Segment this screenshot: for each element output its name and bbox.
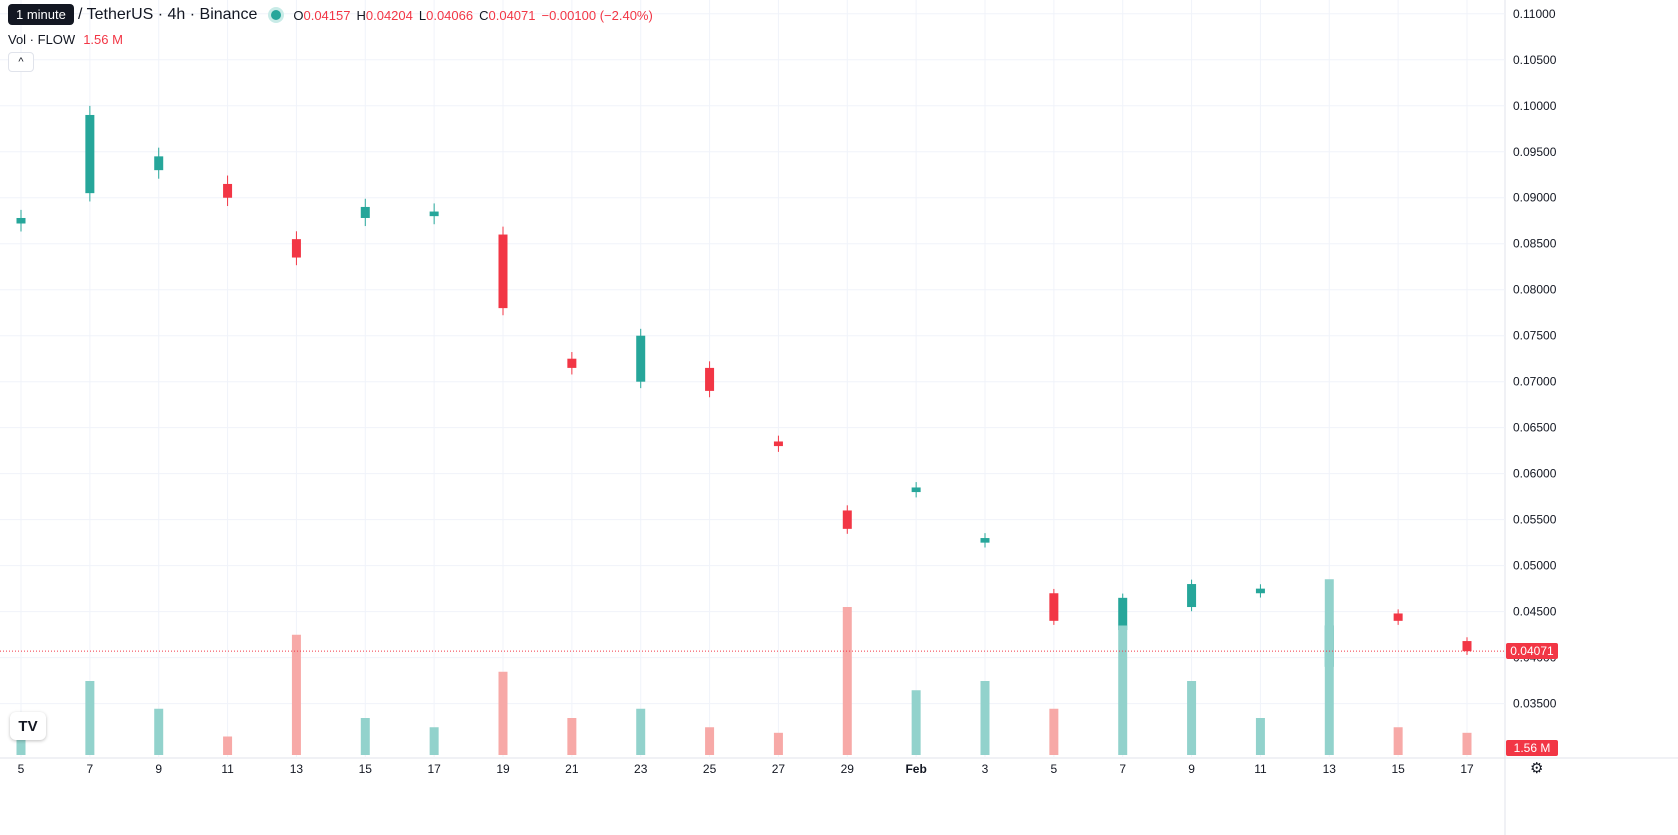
volume-bar xyxy=(85,681,95,755)
x-tick-label: 17 xyxy=(1460,762,1474,776)
candle-body xyxy=(980,538,990,543)
volume-bar xyxy=(223,736,233,755)
volume-bar xyxy=(773,732,783,755)
x-tick-label: 13 xyxy=(290,762,304,776)
y-tick-label: 0.08500 xyxy=(1513,237,1557,251)
volume-bar xyxy=(429,727,439,755)
candle-body xyxy=(498,234,508,309)
last-volume-tag: 1.56 M xyxy=(1506,740,1558,756)
candle-body xyxy=(1255,588,1265,594)
last-price-tag: 0.04071 xyxy=(1506,643,1558,660)
tradingview-logo[interactable]: TV xyxy=(10,712,46,740)
y-tick-label: 0.07000 xyxy=(1513,375,1557,389)
x-tick-label: 19 xyxy=(496,762,510,776)
volume-bar xyxy=(1049,708,1059,755)
candle-body xyxy=(291,239,301,258)
candle-body xyxy=(567,358,577,368)
interval-tooltip: 1 minute xyxy=(8,4,74,25)
x-tick-label: 9 xyxy=(155,762,162,776)
collapse-legend-button[interactable]: ^ xyxy=(8,52,34,72)
x-tick-label: 9 xyxy=(1188,762,1195,776)
volume-bar xyxy=(1393,727,1403,755)
y-tick-label: 0.10000 xyxy=(1513,99,1557,113)
volume-bar xyxy=(911,690,921,755)
symbol-label[interactable]: / TetherUS · 4h · Binance xyxy=(78,6,258,23)
x-tick-label: 29 xyxy=(841,762,855,776)
y-tick-label: 0.05500 xyxy=(1513,513,1557,527)
candle-body xyxy=(154,156,164,171)
market-status-icon xyxy=(271,10,282,20)
x-tick-label: 11 xyxy=(1254,762,1267,776)
x-tick-label: 17 xyxy=(427,762,441,776)
volume-bar xyxy=(291,634,301,755)
ohlc-high: H0.04204 xyxy=(356,7,413,23)
candle-body xyxy=(429,211,439,217)
y-tick-label: 0.10500 xyxy=(1513,53,1557,67)
candle-body xyxy=(705,367,715,391)
x-tick-label: 15 xyxy=(359,762,373,776)
candle-body xyxy=(773,441,783,447)
candle-body xyxy=(16,217,26,224)
y-tick-label: 0.07500 xyxy=(1513,329,1557,343)
volume-bar xyxy=(1118,625,1128,755)
legend-row-main: / TetherUS · 4h · Binance O0.04157 H0.04… xyxy=(8,6,659,24)
candle-body xyxy=(842,510,852,529)
x-tick-label: 13 xyxy=(1323,762,1337,776)
y-tick-label: 0.04500 xyxy=(1513,605,1557,619)
candle-body xyxy=(1049,593,1059,621)
ohlc-close: C0.04071 xyxy=(479,7,536,23)
candle-body xyxy=(1393,613,1403,621)
volume-value: 1.56 M xyxy=(83,32,123,47)
x-tick-label: 5 xyxy=(1051,762,1058,776)
ohlc-low: L0.04066 xyxy=(418,7,474,23)
volume-bar xyxy=(1462,732,1472,755)
x-tick-label: 5 xyxy=(18,762,25,776)
volume-bar xyxy=(498,671,508,755)
y-tick-label: 0.06000 xyxy=(1513,467,1557,481)
y-tick-label: 0.06500 xyxy=(1513,421,1557,435)
candle-body xyxy=(911,487,921,493)
x-tick-label: 27 xyxy=(772,762,786,776)
candle-body xyxy=(636,335,646,382)
y-tick-label: 0.03500 xyxy=(1513,697,1557,711)
gear-icon[interactable]: ⚙ xyxy=(1530,760,1544,777)
x-tick-label: 21 xyxy=(565,762,579,776)
y-tick-label: 0.11000 xyxy=(1513,7,1556,21)
y-tick-label: 0.09000 xyxy=(1513,191,1557,205)
x-tick-label: Feb xyxy=(905,762,926,776)
volume-label[interactable]: Vol · FLOW xyxy=(8,32,76,47)
volume-bar xyxy=(636,708,646,755)
x-tick-label: 7 xyxy=(87,762,94,776)
volume-bar xyxy=(980,681,990,755)
y-tick-label: 0.08000 xyxy=(1513,283,1557,297)
candle-body xyxy=(1462,641,1472,652)
volume-bar xyxy=(842,607,852,755)
candle-body xyxy=(223,183,233,198)
volume-bar xyxy=(16,727,26,755)
volume-bar xyxy=(567,718,577,755)
x-tick-label: 11 xyxy=(221,762,234,776)
chevron-up-icon: ^ xyxy=(18,56,24,68)
volume-bar xyxy=(705,727,715,755)
volume-bar xyxy=(1255,718,1265,755)
y-tick-label: 0.09500 xyxy=(1513,145,1557,159)
volume-bar xyxy=(1187,681,1197,755)
x-tick-label: 15 xyxy=(1391,762,1405,776)
candle-body xyxy=(360,206,370,218)
y-tick-label: 0.05000 xyxy=(1513,559,1557,573)
x-tick-label: 23 xyxy=(634,762,648,776)
candle-body xyxy=(1187,584,1197,608)
volume-bar xyxy=(360,718,370,755)
x-tick-label: 7 xyxy=(1119,762,1126,776)
candle-body xyxy=(85,114,95,194)
volume-bar xyxy=(1324,579,1334,755)
volume-bar xyxy=(154,708,164,755)
ohlc-open: O0.04157 xyxy=(293,7,351,23)
ohlc-change: −0.00100 (−2.40%) xyxy=(541,7,653,23)
candle-body xyxy=(1118,597,1128,631)
x-tick-label: 25 xyxy=(703,762,717,776)
legend-row-volume: Vol · FLOW 1.56 M xyxy=(8,32,123,47)
x-tick-label: 3 xyxy=(982,762,989,776)
